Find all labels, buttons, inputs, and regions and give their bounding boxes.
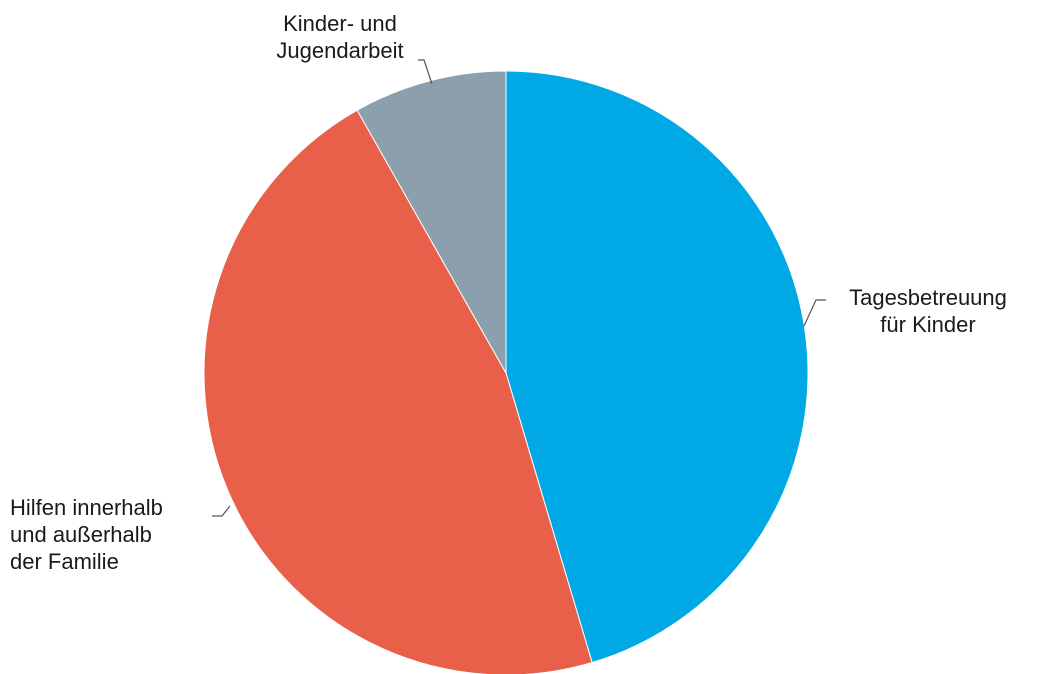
slice-label-line: Tagesbetreuung: [828, 284, 1028, 311]
slice-label-hilfen: Hilfen innerhalb und außerhalb der Famil…: [10, 494, 210, 575]
pie-slices: [204, 71, 808, 674]
slice-label-line: Jugendarbeit: [240, 37, 440, 64]
slice-label-line: Kinder- und: [240, 10, 440, 37]
slice-label-line: der Familie: [10, 548, 210, 575]
slice-label-line: und außerhalb: [10, 521, 210, 548]
slice-label-tagesbetreuung: Tagesbetreuung für Kinder: [828, 284, 1028, 338]
slice-label-line: Hilfen innerhalb: [10, 494, 210, 521]
leader-line-hilfen: [212, 506, 230, 516]
slice-label-kinder-jugendarbeit: Kinder- und Jugendarbeit: [240, 10, 440, 64]
leader-line-tagesbetreuung: [804, 300, 826, 326]
slice-label-line: für Kinder: [828, 311, 1028, 338]
